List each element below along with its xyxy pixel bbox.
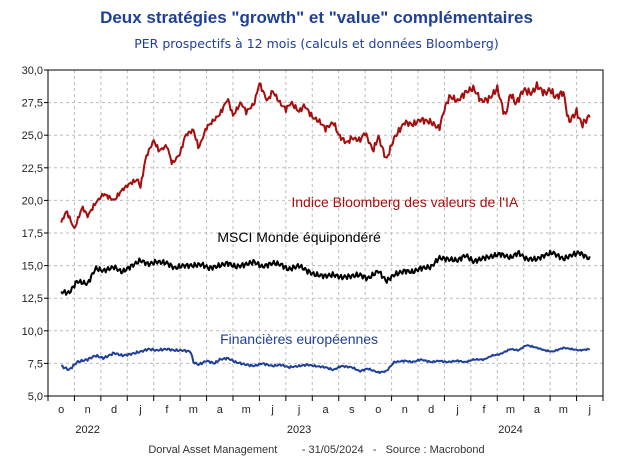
y-tick-label: 7,5: [28, 358, 43, 370]
x-tick-label: o: [375, 404, 381, 416]
chart-subtitle: PER prospectifs à 12 mois (calculs et do…: [134, 36, 499, 51]
y-tick-label: 15,0: [22, 261, 43, 273]
y-tick-label: 27,5: [22, 98, 43, 110]
series-line-2: [60, 249, 591, 296]
series-annotation-2: MSCI Monde équipondéré: [217, 229, 381, 245]
x-tick-label: a: [217, 404, 224, 416]
x-tick-label: a: [322, 404, 329, 416]
x-tick-label: m: [559, 404, 568, 416]
x-tick-label: s: [349, 404, 355, 416]
chart-title: Deux stratégies "growth" et "value" comp…: [100, 8, 533, 27]
x-tick-label: f: [165, 404, 169, 416]
series-line-1: [60, 81, 591, 230]
x-tick-label: f: [483, 404, 487, 416]
x-tick-label: n: [85, 404, 91, 416]
x-tick-label: n: [402, 404, 408, 416]
y-tick-label: 25,0: [22, 130, 43, 142]
footer-source: Dorval Asset Management - 31/05/2024 - S…: [148, 444, 485, 456]
y-tick-label: 12,5: [22, 293, 43, 305]
series-annotations: Indice Bloomberg des valeurs de l'IA MSCI…: [217, 194, 518, 347]
y-tick-label: 17,5: [22, 228, 43, 240]
x-tick-label: m: [189, 404, 198, 416]
y-tick-label: 30,0: [22, 65, 43, 77]
x-axis: o n d j f m a m j j a s o n d j f m a m j 2022 2023 2024: [47, 396, 604, 436]
series-annotation-3: Financières européennes: [220, 331, 378, 347]
y-tick-label: 22,5: [22, 163, 43, 175]
x-tick-label: d: [428, 404, 434, 416]
x-tick-label: o: [58, 404, 64, 416]
y-axis: 30,0 27,5 25,0 22,5 20,0 17,5 15,0 12,5 10,0 7,5 5…: [22, 65, 48, 403]
series-line-3: [60, 344, 590, 375]
x-tick-label: m: [506, 404, 515, 416]
x-tick-label: a: [534, 404, 541, 416]
x-tick-label: j: [138, 404, 141, 416]
series-group: [60, 81, 591, 375]
x-tick-label: d: [111, 404, 117, 416]
x-year-label: 2022: [75, 424, 99, 436]
x-tick-label: j: [297, 404, 300, 416]
y-tick-label: 5,0: [28, 391, 43, 403]
x-tick-label: j: [270, 404, 273, 416]
y-tick-label: 20,0: [22, 195, 43, 207]
x-tick-label: m: [242, 404, 251, 416]
series-annotation-1: Indice Bloomberg des valeurs de l'IA: [291, 194, 518, 210]
x-tick-label: j: [588, 404, 591, 416]
x-year-label: 2024: [498, 424, 522, 436]
x-tick-label: j: [455, 404, 458, 416]
y-tick-label: 10,0: [22, 326, 43, 338]
x-year-label: 2023: [287, 424, 311, 436]
